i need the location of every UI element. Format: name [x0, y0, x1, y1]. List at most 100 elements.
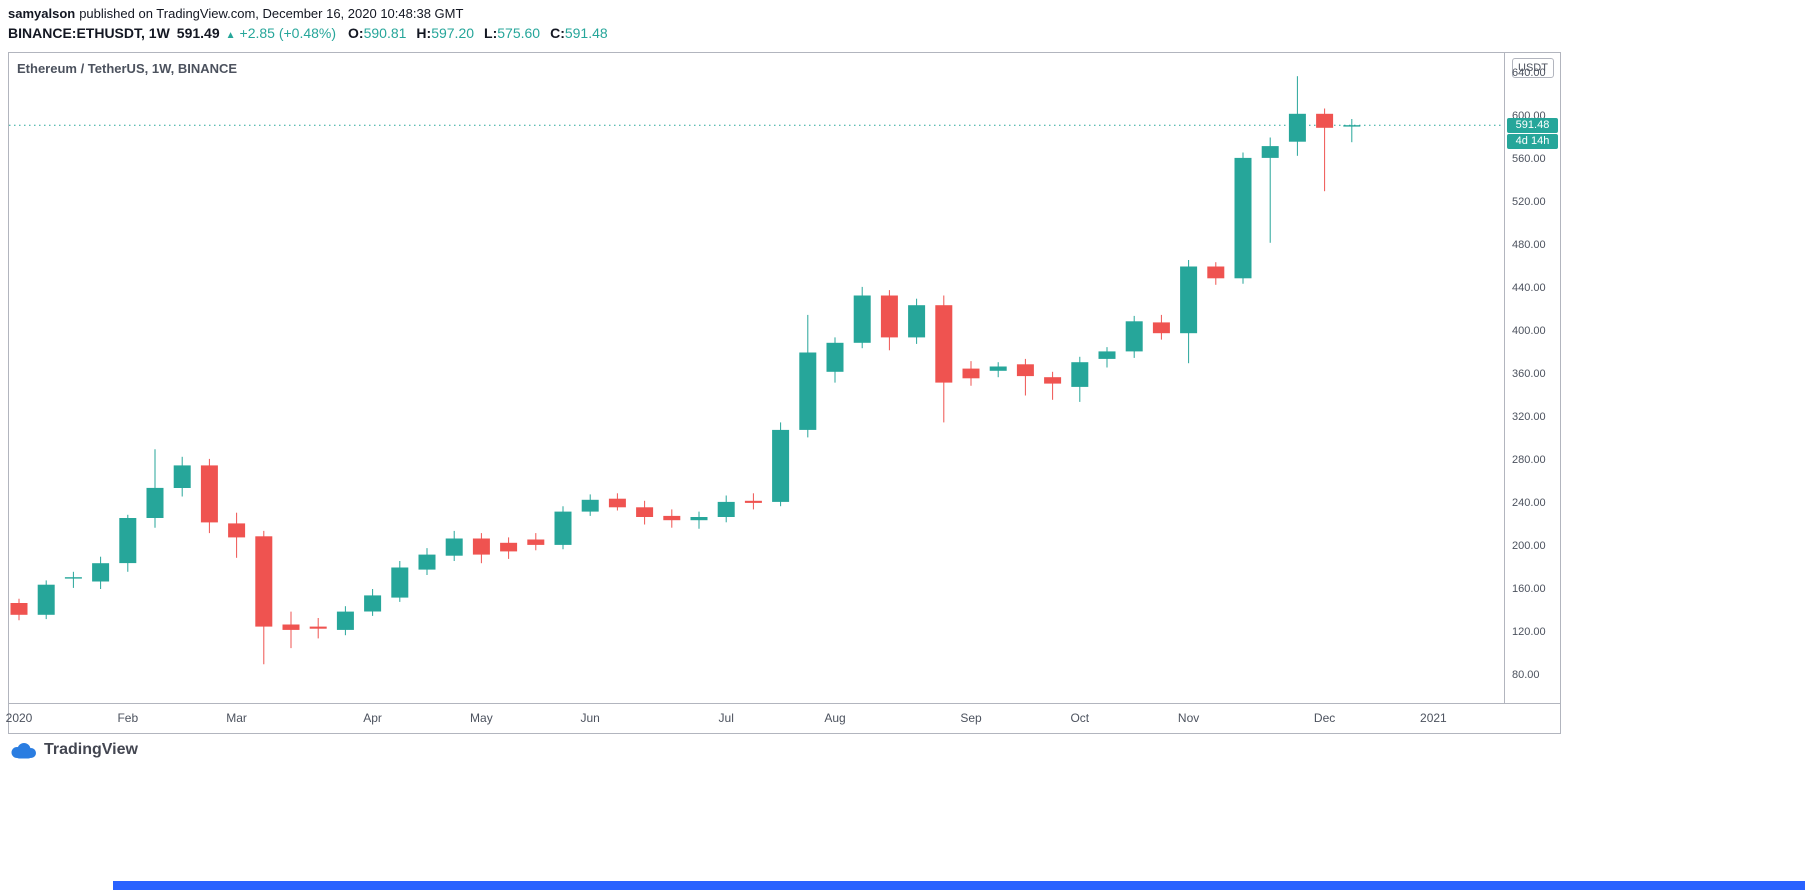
- candle: [173, 456, 191, 497]
- author-username: samyalson: [8, 6, 76, 21]
- candle: [826, 337, 844, 383]
- candle: [364, 589, 382, 616]
- time-tick-label: 2020: [5, 711, 33, 725]
- candle: [636, 500, 654, 525]
- candle: [472, 533, 490, 564]
- candle: [1180, 260, 1198, 364]
- price-tick-label: 440.00: [1512, 281, 1546, 294]
- candle: [336, 606, 354, 636]
- candle: [1343, 119, 1361, 143]
- candle: [935, 295, 953, 423]
- candle: [64, 571, 82, 588]
- price-tick-label: 120.00: [1512, 625, 1546, 638]
- time-tick-label: Mar: [226, 711, 247, 725]
- candle: [1044, 371, 1062, 400]
- candle: [608, 493, 626, 511]
- candle: [1316, 108, 1334, 192]
- price-tick-label: 360.00: [1512, 367, 1546, 380]
- candle: [418, 548, 436, 575]
- candle: [92, 556, 110, 589]
- candle: [962, 361, 980, 386]
- time-tick-label: Oct: [1070, 711, 1090, 725]
- price-tick-label: 280.00: [1512, 453, 1546, 466]
- published-text: published on TradingView.com, December 1…: [79, 6, 464, 21]
- price-tick-label: 560.00: [1512, 152, 1546, 165]
- price-tick-label: 320.00: [1512, 410, 1546, 423]
- time-tick-label: 2021: [1420, 711, 1447, 725]
- price-tick-label: 400.00: [1512, 324, 1546, 337]
- candle: [255, 530, 273, 665]
- time-tick-label: Aug: [824, 711, 846, 725]
- price-axis[interactable]: USDT 591.48 4d 14h 640.00 600.00 560.00 520…: [1504, 53, 1560, 703]
- candle: [663, 509, 681, 528]
- candle: [119, 514, 137, 572]
- candle: [500, 537, 518, 559]
- tradingview-cloud-icon: [11, 742, 36, 758]
- price-tick-label: 640.00: [1512, 66, 1546, 79]
- candle: [1098, 347, 1116, 368]
- currency-toggle-button[interactable]: USDT: [1512, 58, 1554, 78]
- candle: [200, 458, 218, 534]
- price-tick-label: 200.00: [1512, 539, 1546, 552]
- time-tick-label: Feb: [117, 711, 139, 725]
- time-tick-label: Nov: [1177, 711, 1200, 725]
- ohlc-values: O:590.81 H:597.20 L:575.60 C:591.48: [348, 25, 618, 41]
- candle: [989, 362, 1007, 378]
- time-tick-label: May: [470, 711, 493, 725]
- candle: [1207, 262, 1225, 285]
- candle: [146, 449, 164, 528]
- tradingview-logo[interactable]: TradingView: [10, 741, 138, 759]
- candle: [1234, 152, 1252, 284]
- price-change: +2.85 (+0.48%): [239, 25, 337, 41]
- chart-frame: Ethereum / TetherUS, 1W, BINANCE USDT 59…: [5, 52, 1561, 734]
- candle: [880, 290, 898, 351]
- price-tick-label: 80.00: [1512, 668, 1540, 681]
- ohlc-low: L:575.60: [484, 25, 541, 41]
- ohlc-open: O:590.81: [348, 25, 407, 41]
- candle: [445, 530, 463, 561]
- candle: [309, 618, 327, 639]
- candle: [527, 533, 545, 551]
- ohlc-high: H:597.20: [416, 25, 475, 41]
- candle: [717, 495, 735, 523]
- candle: [1016, 358, 1034, 396]
- time-tick-label: Jul: [718, 711, 734, 725]
- ohlc-close: C:591.48: [550, 25, 608, 41]
- symbol-name: BINANCE:ETHUSDT, 1W: [8, 25, 170, 41]
- candlestick-plot[interactable]: [9, 53, 1504, 703]
- price-tick-label: 160.00: [1512, 582, 1546, 595]
- price-tick-label: 520.00: [1512, 195, 1546, 208]
- candle: [391, 561, 409, 602]
- price-tick-label: 480.00: [1512, 238, 1546, 251]
- current-price-badge: 591.48: [1507, 117, 1558, 133]
- bottom-accent-bar: [113, 881, 1805, 890]
- time-tick-label: Sep: [960, 711, 982, 725]
- candle: [772, 422, 790, 507]
- candle: [1288, 76, 1306, 156]
- candle: [282, 611, 300, 649]
- candle: [1152, 314, 1170, 340]
- candle: [799, 314, 817, 438]
- candle: [744, 493, 762, 510]
- time-tick-label: Jun: [580, 711, 600, 725]
- candle: [1125, 315, 1143, 358]
- candle: [1071, 356, 1089, 402]
- symbol-info-bar: BINANCE:ETHUSDT, 1W 591.49 ▲ +2.85 (+0.4…: [8, 25, 618, 41]
- candle: [581, 494, 599, 516]
- candle: [908, 298, 926, 344]
- tradingview-wordmark: TradingView: [44, 741, 138, 758]
- change-up-arrow-icon: ▲: [225, 30, 236, 41]
- time-axis[interactable]: 2020 Feb Mar Apr May Jun Jul Aug Sep Oct Nov Dec 202…: [5, 703, 1560, 733]
- bar-countdown-badge: 4d 14h: [1507, 133, 1558, 149]
- candle: [10, 598, 28, 621]
- candle: [554, 506, 572, 550]
- time-tick-label: Dec: [1313, 711, 1336, 725]
- candle: [690, 511, 708, 529]
- candle: [1261, 137, 1279, 243]
- time-tick-label: Apr: [363, 711, 382, 725]
- attribution-line: samyalson published on TradingView.com, D…: [8, 6, 463, 21]
- candle: [853, 286, 871, 349]
- candle: [37, 580, 55, 620]
- candle: [228, 512, 246, 558]
- last-price: 591.49: [176, 25, 220, 41]
